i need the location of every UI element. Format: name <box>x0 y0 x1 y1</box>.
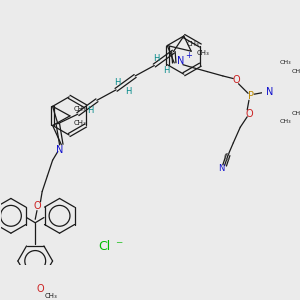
Text: H: H <box>153 54 159 63</box>
Text: CH₃: CH₃ <box>44 293 57 299</box>
Text: O: O <box>233 75 241 85</box>
Text: Cl: Cl <box>98 240 110 253</box>
Text: CH₃: CH₃ <box>74 120 87 126</box>
Text: C: C <box>224 153 229 162</box>
Text: N: N <box>218 164 224 172</box>
Text: O: O <box>33 201 41 211</box>
Text: N: N <box>56 145 63 155</box>
Text: H: H <box>87 106 93 115</box>
Text: CH₃: CH₃ <box>74 106 87 112</box>
Text: O: O <box>37 284 44 294</box>
Text: H: H <box>115 78 121 87</box>
Text: CH₃: CH₃ <box>292 69 300 74</box>
Text: +: + <box>186 52 192 61</box>
Text: N: N <box>178 56 185 66</box>
Text: H: H <box>125 87 131 96</box>
Text: P: P <box>248 91 254 101</box>
Text: O: O <box>245 109 253 119</box>
Text: CH₃: CH₃ <box>292 111 300 116</box>
Text: H: H <box>163 66 170 75</box>
Text: CH₃: CH₃ <box>280 60 291 65</box>
Text: CH₃: CH₃ <box>280 119 291 124</box>
Text: N: N <box>266 88 274 98</box>
Text: CH₃: CH₃ <box>187 41 199 47</box>
Text: CH₃: CH₃ <box>197 50 210 56</box>
Text: ⁻: ⁻ <box>115 239 122 253</box>
